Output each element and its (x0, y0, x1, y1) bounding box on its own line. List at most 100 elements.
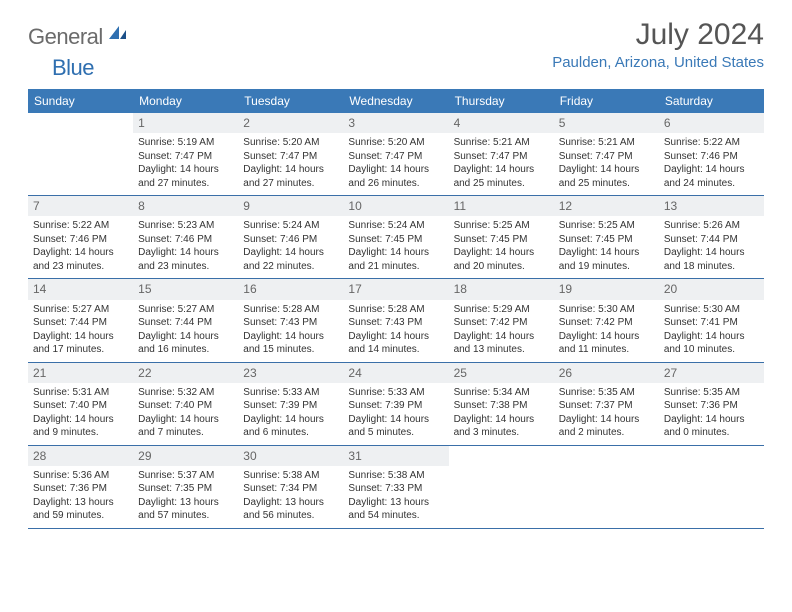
sunset-text: Sunset: 7:36 PM (664, 399, 759, 413)
day-body: Sunrise: 5:32 AMSunset: 7:40 PMDaylight:… (133, 383, 238, 445)
day-cell-empty (554, 446, 659, 528)
sunrise-text: Sunrise: 5:28 AM (348, 303, 443, 317)
day-header: Tuesday (238, 89, 343, 113)
sunrise-text: Sunrise: 5:37 AM (138, 469, 233, 483)
day-cell: 4Sunrise: 5:21 AMSunset: 7:47 PMDaylight… (449, 113, 554, 195)
sunrise-text: Sunrise: 5:29 AM (454, 303, 549, 317)
day-cell: 13Sunrise: 5:26 AMSunset: 7:44 PMDayligh… (659, 196, 764, 278)
daylight-text: Daylight: 13 hours (348, 496, 443, 510)
day-cell: 1Sunrise: 5:19 AMSunset: 7:47 PMDaylight… (133, 113, 238, 195)
day-number: 30 (238, 446, 343, 466)
week-row: 7Sunrise: 5:22 AMSunset: 7:46 PMDaylight… (28, 196, 764, 279)
sunrise-text: Sunrise: 5:25 AM (454, 219, 549, 233)
day-number: 6 (659, 113, 764, 133)
daylight-text: Daylight: 13 hours (138, 496, 233, 510)
day-cell: 16Sunrise: 5:28 AMSunset: 7:43 PMDayligh… (238, 279, 343, 361)
sunset-text: Sunset: 7:33 PM (348, 482, 443, 496)
logo-general: General (28, 24, 103, 50)
sunset-text: Sunset: 7:45 PM (348, 233, 443, 247)
sunset-text: Sunset: 7:42 PM (454, 316, 549, 330)
day-number: 20 (659, 279, 764, 299)
sunrise-text: Sunrise: 5:25 AM (559, 219, 654, 233)
sunrise-text: Sunrise: 5:38 AM (243, 469, 338, 483)
day-header: Wednesday (343, 89, 448, 113)
daylight-text: and 57 minutes. (138, 509, 233, 523)
sunrise-text: Sunrise: 5:27 AM (33, 303, 128, 317)
daylight-text: and 16 minutes. (138, 343, 233, 357)
day-body: Sunrise: 5:20 AMSunset: 7:47 PMDaylight:… (238, 133, 343, 195)
sunset-text: Sunset: 7:36 PM (33, 482, 128, 496)
sunrise-text: Sunrise: 5:21 AM (559, 136, 654, 150)
sunset-text: Sunset: 7:44 PM (664, 233, 759, 247)
day-body: Sunrise: 5:29 AMSunset: 7:42 PMDaylight:… (449, 300, 554, 362)
sunset-text: Sunset: 7:37 PM (559, 399, 654, 413)
day-body: Sunrise: 5:35 AMSunset: 7:37 PMDaylight:… (554, 383, 659, 445)
daylight-text: Daylight: 14 hours (243, 413, 338, 427)
day-body: Sunrise: 5:38 AMSunset: 7:34 PMDaylight:… (238, 466, 343, 528)
day-cell: 11Sunrise: 5:25 AMSunset: 7:45 PMDayligh… (449, 196, 554, 278)
daylight-text: Daylight: 14 hours (348, 413, 443, 427)
day-body: Sunrise: 5:33 AMSunset: 7:39 PMDaylight:… (238, 383, 343, 445)
day-body: Sunrise: 5:34 AMSunset: 7:38 PMDaylight:… (449, 383, 554, 445)
day-body: Sunrise: 5:21 AMSunset: 7:47 PMDaylight:… (449, 133, 554, 195)
day-body: Sunrise: 5:33 AMSunset: 7:39 PMDaylight:… (343, 383, 448, 445)
daylight-text: Daylight: 14 hours (33, 246, 128, 260)
daylight-text: Daylight: 14 hours (138, 413, 233, 427)
day-number: 21 (28, 363, 133, 383)
day-body: Sunrise: 5:30 AMSunset: 7:41 PMDaylight:… (659, 300, 764, 362)
sunrise-text: Sunrise: 5:23 AM (138, 219, 233, 233)
day-number: 2 (238, 113, 343, 133)
daylight-text: Daylight: 14 hours (138, 330, 233, 344)
day-body: Sunrise: 5:38 AMSunset: 7:33 PMDaylight:… (343, 466, 448, 528)
sunrise-text: Sunrise: 5:20 AM (243, 136, 338, 150)
daylight-text: and 5 minutes. (348, 426, 443, 440)
day-body: Sunrise: 5:25 AMSunset: 7:45 PMDaylight:… (449, 216, 554, 278)
daylight-text: Daylight: 14 hours (243, 330, 338, 344)
day-number: 17 (343, 279, 448, 299)
sunset-text: Sunset: 7:47 PM (243, 150, 338, 164)
day-number: 14 (28, 279, 133, 299)
sunrise-text: Sunrise: 5:24 AM (243, 219, 338, 233)
day-number: 11 (449, 196, 554, 216)
daylight-text: and 25 minutes. (454, 177, 549, 191)
logo-sail-icon (107, 24, 129, 47)
sunset-text: Sunset: 7:45 PM (454, 233, 549, 247)
calendar-grid: SundayMondayTuesdayWednesdayThursdayFrid… (28, 89, 764, 529)
daylight-text: and 27 minutes. (243, 177, 338, 191)
daylight-text: and 24 minutes. (664, 177, 759, 191)
day-number: 12 (554, 196, 659, 216)
daylight-text: and 10 minutes. (664, 343, 759, 357)
daylight-text: Daylight: 14 hours (348, 330, 443, 344)
sunset-text: Sunset: 7:46 PM (33, 233, 128, 247)
daylight-text: and 2 minutes. (559, 426, 654, 440)
sunset-text: Sunset: 7:39 PM (243, 399, 338, 413)
day-cell: 26Sunrise: 5:35 AMSunset: 7:37 PMDayligh… (554, 363, 659, 445)
day-body: Sunrise: 5:20 AMSunset: 7:47 PMDaylight:… (343, 133, 448, 195)
daylight-text: and 25 minutes. (559, 177, 654, 191)
daylight-text: Daylight: 14 hours (138, 163, 233, 177)
daylight-text: and 22 minutes. (243, 260, 338, 274)
day-cell: 9Sunrise: 5:24 AMSunset: 7:46 PMDaylight… (238, 196, 343, 278)
sunset-text: Sunset: 7:40 PM (138, 399, 233, 413)
daylight-text: and 6 minutes. (243, 426, 338, 440)
daylight-text: and 59 minutes. (33, 509, 128, 523)
daylight-text: and 23 minutes. (138, 260, 233, 274)
week-row: 1Sunrise: 5:19 AMSunset: 7:47 PMDaylight… (28, 113, 764, 196)
day-number: 31 (343, 446, 448, 466)
day-header: Saturday (659, 89, 764, 113)
daylight-text: and 18 minutes. (664, 260, 759, 274)
day-number: 19 (554, 279, 659, 299)
daylight-text: Daylight: 14 hours (559, 413, 654, 427)
day-body: Sunrise: 5:37 AMSunset: 7:35 PMDaylight:… (133, 466, 238, 528)
sunset-text: Sunset: 7:38 PM (454, 399, 549, 413)
month-title: July 2024 (552, 18, 764, 52)
day-body: Sunrise: 5:31 AMSunset: 7:40 PMDaylight:… (28, 383, 133, 445)
sunrise-text: Sunrise: 5:26 AM (664, 219, 759, 233)
daylight-text: and 15 minutes. (243, 343, 338, 357)
daylight-text: and 14 minutes. (348, 343, 443, 357)
day-cell: 8Sunrise: 5:23 AMSunset: 7:46 PMDaylight… (133, 196, 238, 278)
day-number: 3 (343, 113, 448, 133)
day-cell: 17Sunrise: 5:28 AMSunset: 7:43 PMDayligh… (343, 279, 448, 361)
sunrise-text: Sunrise: 5:38 AM (348, 469, 443, 483)
daylight-text: and 54 minutes. (348, 509, 443, 523)
